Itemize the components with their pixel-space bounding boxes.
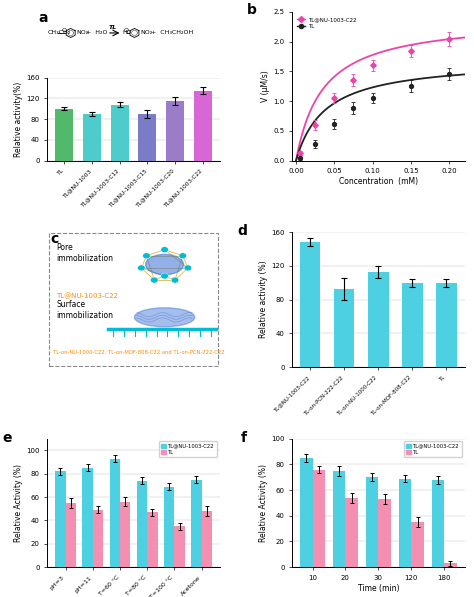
Bar xyxy=(120,501,130,567)
Legend: TL@NU-1003-C22, TL: TL@NU-1003-C22, TL xyxy=(404,441,462,457)
Bar xyxy=(334,289,355,367)
Circle shape xyxy=(161,247,168,253)
Text: TL-on-NU-1000-C22, TL-on-MOF-808-C22 and TL-on-PCN-222-C22: TL-on-NU-1000-C22, TL-on-MOF-808-C22 and… xyxy=(53,350,224,355)
Bar xyxy=(83,114,101,161)
Circle shape xyxy=(137,265,145,271)
Legend: TL@NU-1003-C22, TL: TL@NU-1003-C22, TL xyxy=(295,15,358,31)
Bar xyxy=(201,511,212,567)
Text: +  CH₃CH₂OH: + CH₃CH₂OH xyxy=(151,30,193,35)
Text: TL@NU-1003-C22: TL@NU-1003-C22 xyxy=(56,293,118,300)
X-axis label: Concentration  (mM): Concentration (mM) xyxy=(339,177,418,186)
Bar xyxy=(55,109,73,161)
Y-axis label: Relative activity (%): Relative activity (%) xyxy=(259,261,268,338)
Text: O: O xyxy=(124,28,129,33)
Ellipse shape xyxy=(135,308,195,327)
Text: +  H₂O: + H₂O xyxy=(86,30,107,35)
Bar xyxy=(147,512,157,567)
Bar xyxy=(164,487,174,567)
Bar xyxy=(82,468,93,567)
Bar xyxy=(300,458,312,567)
Text: O: O xyxy=(62,28,66,33)
Bar xyxy=(312,470,325,567)
FancyBboxPatch shape xyxy=(49,233,218,366)
Y-axis label: V (μM/s): V (μM/s) xyxy=(262,70,271,102)
Bar xyxy=(137,481,147,567)
Bar xyxy=(93,510,103,567)
Text: b: b xyxy=(247,3,257,17)
Bar xyxy=(65,503,76,567)
X-axis label: Time (min): Time (min) xyxy=(357,583,399,593)
Bar xyxy=(436,283,456,367)
Bar xyxy=(300,242,320,367)
Text: Pore
immobilization: Pore immobilization xyxy=(56,243,113,263)
Text: a: a xyxy=(39,11,48,24)
Bar xyxy=(368,272,389,367)
Bar xyxy=(138,114,156,161)
Bar xyxy=(109,458,120,567)
Bar xyxy=(402,283,423,367)
Text: NO₂: NO₂ xyxy=(76,30,89,35)
Text: c: c xyxy=(51,232,59,246)
Text: f: f xyxy=(240,431,246,445)
Text: e: e xyxy=(2,431,12,445)
Bar xyxy=(366,477,378,567)
Circle shape xyxy=(184,265,191,271)
Bar xyxy=(432,480,444,567)
Ellipse shape xyxy=(146,254,183,275)
Circle shape xyxy=(161,273,168,279)
Circle shape xyxy=(143,253,150,259)
Bar xyxy=(174,527,185,567)
Bar xyxy=(444,564,456,567)
Text: NO₂: NO₂ xyxy=(140,30,152,35)
Legend: TL@NU-1003-C22, TL: TL@NU-1003-C22, TL xyxy=(159,441,217,457)
Circle shape xyxy=(171,277,179,283)
Y-axis label: Relative activity(%): Relative activity(%) xyxy=(15,82,24,157)
Bar xyxy=(55,472,65,567)
Text: Surface
immobilization: Surface immobilization xyxy=(56,300,113,320)
Y-axis label: Relative Activity (%): Relative Activity (%) xyxy=(15,464,24,542)
Circle shape xyxy=(179,253,186,259)
Circle shape xyxy=(150,277,158,283)
Bar xyxy=(333,471,346,567)
Text: CH₃CH₂: CH₃CH₂ xyxy=(47,30,71,35)
Bar xyxy=(166,101,184,161)
Bar xyxy=(378,499,391,567)
Y-axis label: Relative Activity (%): Relative Activity (%) xyxy=(259,464,268,542)
Bar xyxy=(191,479,201,567)
Bar xyxy=(346,498,358,567)
Bar xyxy=(111,104,129,161)
Text: d: d xyxy=(237,224,247,238)
Text: HO: HO xyxy=(122,30,131,35)
Bar xyxy=(399,479,411,567)
Bar xyxy=(411,522,424,567)
Text: TL: TL xyxy=(109,25,118,30)
Bar xyxy=(194,91,212,161)
